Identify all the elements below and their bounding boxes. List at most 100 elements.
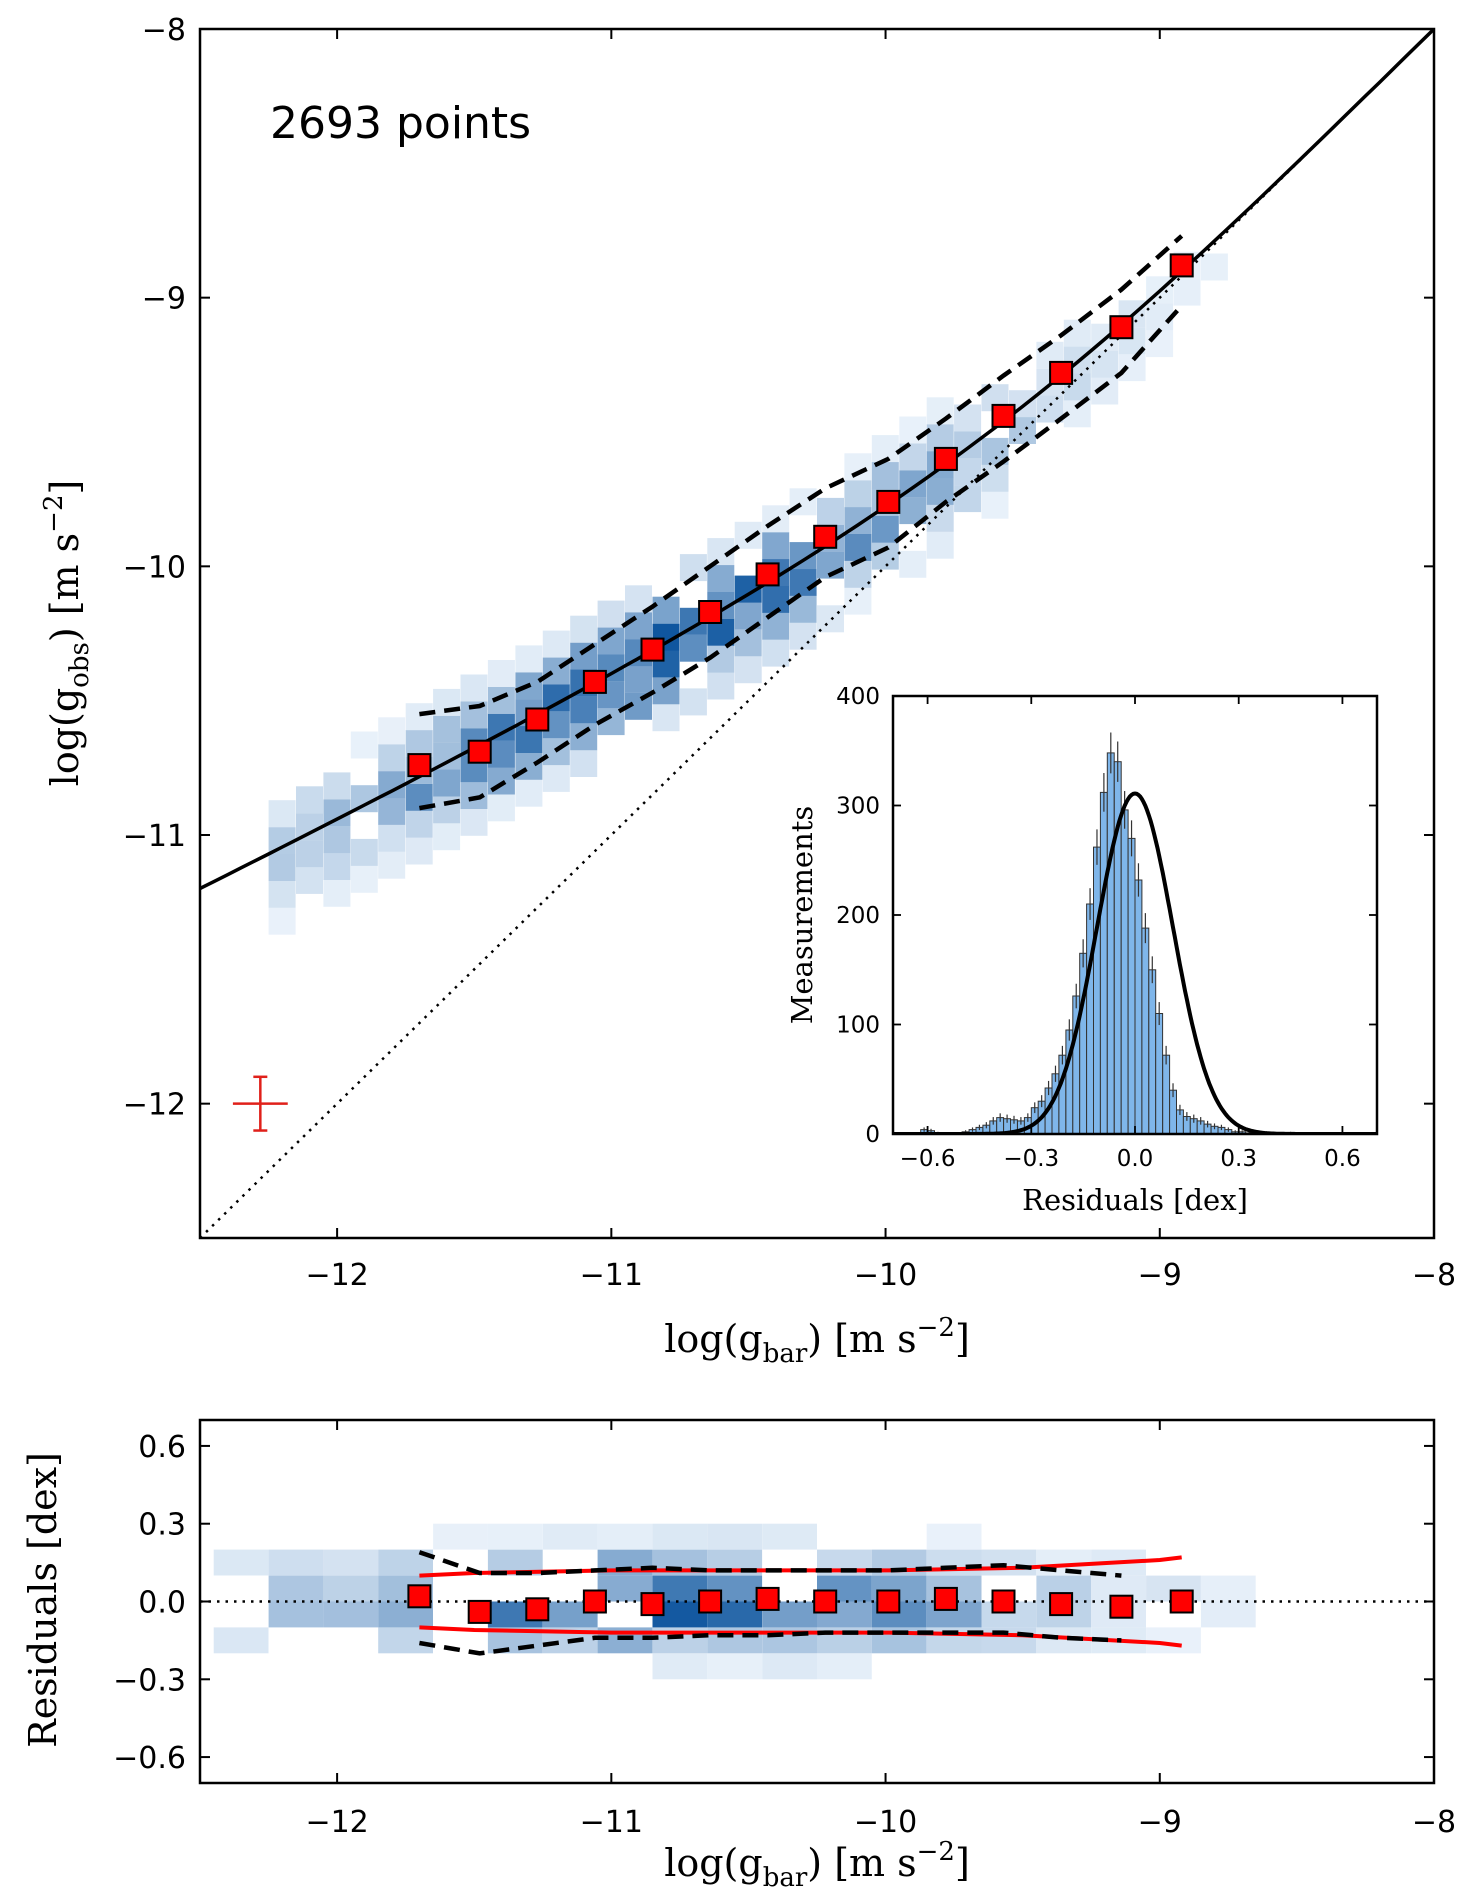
y-label-sub: obs bbox=[65, 642, 95, 688]
density-cell bbox=[926, 504, 954, 532]
density-cell bbox=[350, 865, 378, 893]
residual-mean-marker bbox=[755, 1586, 780, 1611]
residual-density-cell bbox=[378, 1627, 433, 1654]
residual-density-cell bbox=[981, 1627, 1037, 1654]
x-label-post: ) [m s bbox=[807, 1317, 916, 1361]
residuals-x-ticks: −12 −11 −10 −9 −8 bbox=[305, 1420, 1456, 1840]
residual-binned-means bbox=[407, 1584, 1194, 1624]
inset-y-ticks: 0 100 200 300 400 bbox=[836, 684, 1377, 1148]
res-x-tick-label: −9 bbox=[1138, 1805, 1182, 1840]
density-cell bbox=[460, 808, 488, 836]
residual-density-cell bbox=[268, 1549, 324, 1576]
binned-mean-marker bbox=[813, 524, 838, 549]
density-cell bbox=[926, 424, 954, 452]
density-cell bbox=[268, 827, 296, 855]
res-y-tick-label: 0.6 bbox=[138, 1430, 186, 1465]
res-y-tick-label: −0.6 bbox=[113, 1741, 186, 1776]
main-x-tick-label: −8 bbox=[1412, 1258, 1456, 1293]
residual-mean-marker bbox=[1049, 1592, 1074, 1617]
rx-label-post: ) [m s bbox=[807, 1841, 916, 1885]
residuals-y-axis-label: Residuals [dex] bbox=[21, 1452, 65, 1748]
residual-density-cell bbox=[926, 1523, 982, 1550]
residual-density-cell bbox=[323, 1549, 379, 1576]
density-cell bbox=[652, 677, 680, 705]
residual-density-cell bbox=[817, 1653, 872, 1680]
main-density-heatmap bbox=[268, 251, 1228, 935]
res-y-tick-label: 0.0 bbox=[138, 1586, 186, 1621]
main-x-tick-label: −12 bbox=[305, 1258, 368, 1293]
residual-density-cell bbox=[707, 1653, 763, 1680]
density-cell bbox=[707, 672, 735, 700]
lower-dashed-line bbox=[419, 304, 1184, 811]
density-cell bbox=[844, 453, 872, 481]
residual-density-cell bbox=[652, 1523, 708, 1550]
density-cell bbox=[542, 630, 570, 658]
density-cell bbox=[433, 715, 461, 743]
density-cell bbox=[926, 531, 954, 559]
density-cell bbox=[817, 605, 844, 633]
histogram-bar bbox=[1127, 837, 1136, 1134]
inset-x-tick-label: −0.3 bbox=[1003, 1146, 1059, 1172]
density-cell bbox=[679, 634, 707, 662]
binned-mean-marker bbox=[582, 669, 607, 694]
density-cell bbox=[323, 853, 351, 880]
density-cell bbox=[1146, 330, 1174, 358]
residual-mean-marker bbox=[467, 1599, 492, 1624]
x-label-end: ] bbox=[955, 1317, 970, 1361]
residual-mean-marker bbox=[933, 1586, 958, 1611]
density-cell bbox=[405, 730, 433, 757]
histogram-bar bbox=[1134, 879, 1143, 1134]
binned-mean-marker bbox=[407, 753, 432, 778]
gaussian-fit-curve bbox=[893, 791, 1377, 1134]
density-cell bbox=[268, 854, 296, 881]
res-x-tick-label: −11 bbox=[580, 1805, 643, 1840]
fit-line bbox=[200, 29, 1434, 891]
main-plot-frame bbox=[198, 27, 1436, 1240]
binned-means bbox=[407, 253, 1194, 778]
residual-mean-marker bbox=[582, 1589, 607, 1614]
main-y-tick-label: −12 bbox=[123, 1088, 186, 1123]
binned-mean-marker bbox=[698, 600, 723, 624]
density-cell bbox=[378, 797, 406, 825]
points-annotation: 2693 points bbox=[270, 98, 531, 149]
density-cell bbox=[323, 879, 351, 907]
density-cell bbox=[1200, 253, 1228, 281]
residual-density-cell bbox=[981, 1549, 1037, 1576]
density-cell bbox=[570, 750, 598, 777]
binned-mean-marker bbox=[525, 707, 550, 732]
inset-x-tick-label: 0.0 bbox=[1117, 1146, 1154, 1172]
inset-y-tick-label: 100 bbox=[836, 1013, 880, 1039]
binned-mean-marker bbox=[876, 489, 901, 514]
x-label-sup: −2 bbox=[917, 1313, 955, 1343]
density-cell bbox=[268, 880, 296, 908]
residual-density-cell bbox=[268, 1601, 324, 1628]
density-cell bbox=[926, 397, 954, 425]
residual-density-cell bbox=[707, 1523, 763, 1550]
main-x-tick-label: −10 bbox=[854, 1258, 917, 1293]
inset-y-tick-label: 400 bbox=[836, 684, 880, 710]
residual-density-cell bbox=[487, 1523, 543, 1550]
density-cell bbox=[734, 629, 762, 657]
density-cell bbox=[515, 645, 543, 673]
density-cell bbox=[871, 435, 899, 463]
rx-label-sup: −2 bbox=[917, 1837, 955, 1867]
density-cell bbox=[981, 464, 1009, 492]
density-cell bbox=[487, 686, 515, 714]
density-cell bbox=[296, 786, 323, 814]
density-cell bbox=[789, 568, 817, 596]
binned-mean-marker bbox=[467, 739, 492, 764]
main-y-axis-label: log(gobs) [m s−2] bbox=[39, 480, 95, 787]
density-cell bbox=[597, 600, 625, 628]
main-panel: −12 −11 −10 −9 −8 −12−11−10−9−8 2693 points … bbox=[39, 13, 1456, 1369]
lower-red-envelope bbox=[419, 1625, 1182, 1648]
binned-mean-marker bbox=[1169, 253, 1194, 278]
res-y-tick-label: −0.3 bbox=[113, 1663, 186, 1698]
x-label-pre: log(g bbox=[664, 1317, 763, 1361]
residual-mean-marker bbox=[1109, 1594, 1134, 1619]
main-y-tick-label: −8 bbox=[142, 13, 186, 48]
inset-x-ticks: −0.6 −0.3 0.0 0.3 0.6 bbox=[900, 696, 1361, 1172]
density-cell bbox=[817, 497, 844, 525]
density-cell bbox=[899, 550, 927, 578]
main-x-ticks: −12 −11 −10 −9 −8 bbox=[305, 29, 1456, 1293]
